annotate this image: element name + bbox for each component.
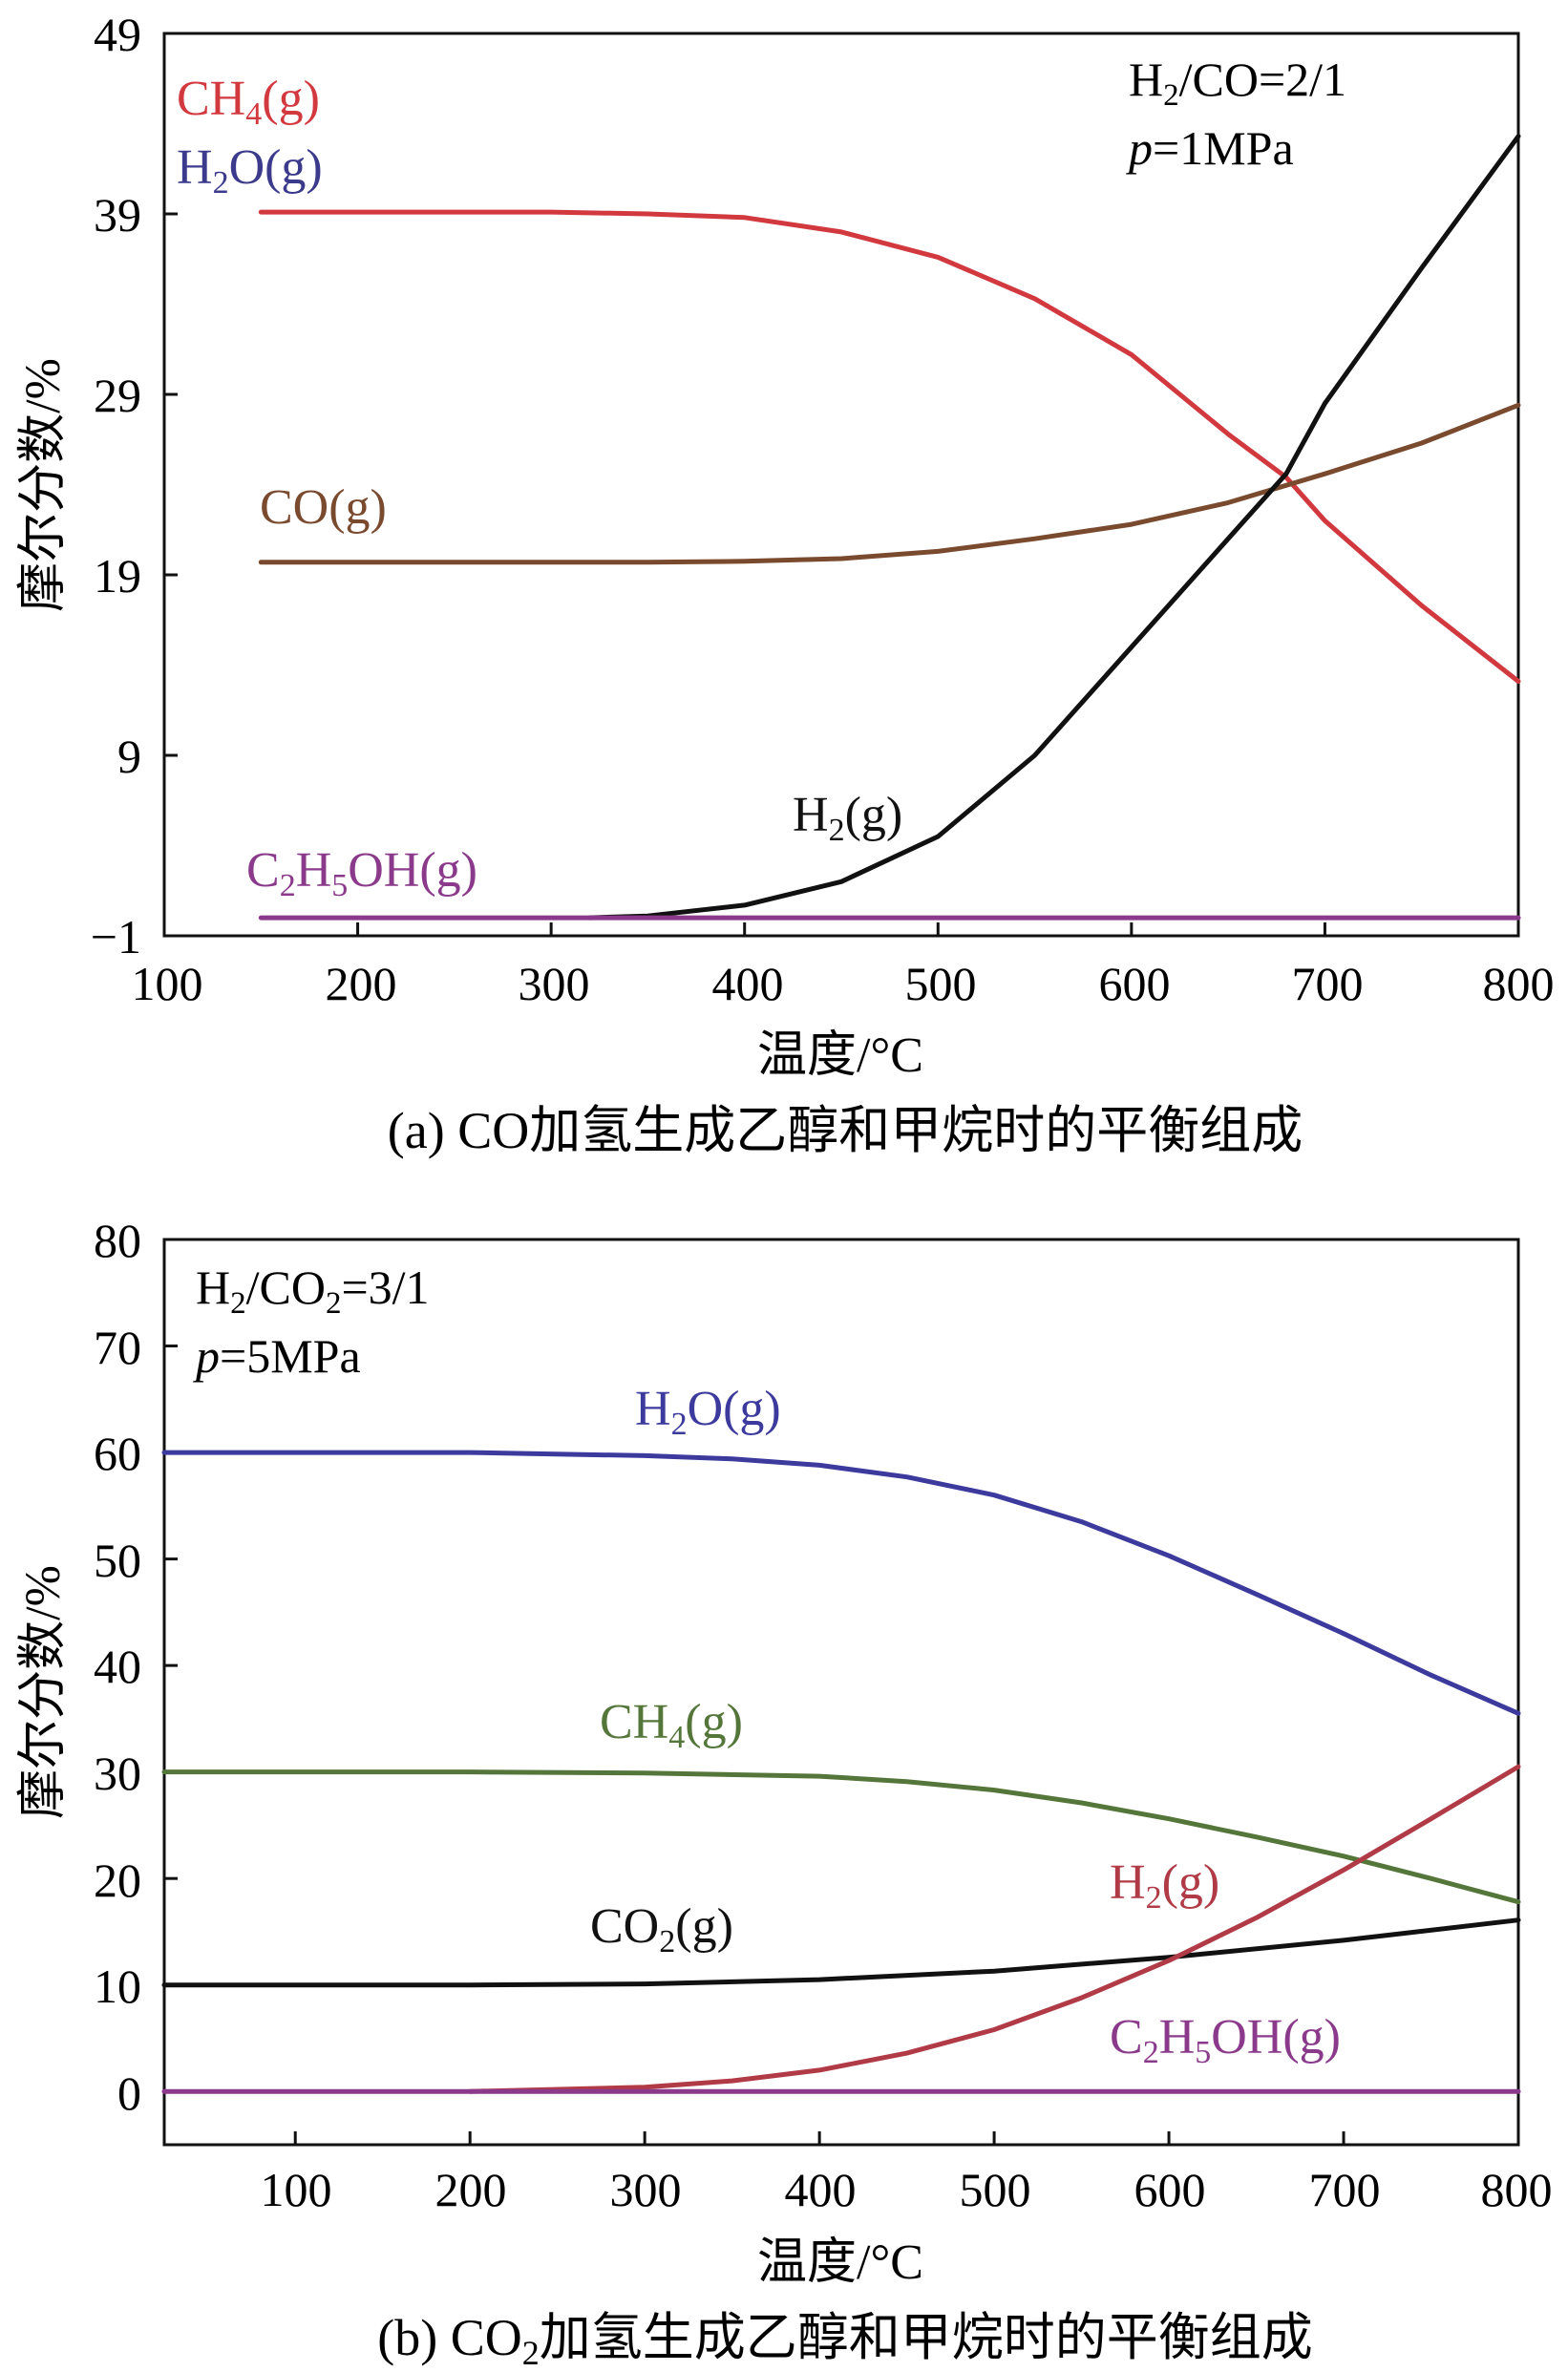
chart-b-ytick-label: 10 <box>94 1959 141 2013</box>
chart-a-xtick-label: 200 <box>326 957 397 1010</box>
chart-b-xtick-label: 700 <box>1309 2163 1381 2216</box>
chart-a: 49 39 29 19 9 −1 100 200 300 400 500 600… <box>16 8 1555 1083</box>
chart-b-ytick-label: 80 <box>94 1214 141 1267</box>
chart-b-xtick-label: 800 <box>1481 2163 1553 2216</box>
chart-b-ytick-label: 40 <box>94 1640 141 1693</box>
chart-b: 80 70 60 50 40 30 20 10 0 100 200 300 40… <box>16 1214 1553 2290</box>
chart-b-series-h2og <box>161 1450 1521 1716</box>
chart-a-xtick-label: 700 <box>1292 957 1364 1010</box>
chart-b-ytick-label: 20 <box>94 1853 141 1907</box>
chart-a-plot-area <box>162 32 1520 938</box>
chart-a-ytick-label: 19 <box>94 549 141 603</box>
chart-b-xtick-label: 600 <box>1134 2163 1206 2216</box>
chart-a-label-h2o: H2O(g) <box>177 140 323 201</box>
chart-b-condition-ratio: H2/CO2=3/1 <box>196 1260 430 1321</box>
chart-b-xtick-label: 100 <box>261 2163 332 2216</box>
chart-b-plot-area <box>162 1238 1520 2147</box>
chart-b-ytick-label: 70 <box>94 1321 141 1374</box>
chart-a-ytick-label: 9 <box>117 730 141 783</box>
chart-b-series <box>161 1450 1521 2094</box>
chart-a-ytick-label: 29 <box>94 369 141 422</box>
chart-b-xtick-label: 500 <box>960 2163 1031 2216</box>
chart-a-ytick-label: −1 <box>91 910 141 964</box>
chart-a-label-c2h5oh: C2H5OH(g) <box>246 843 477 903</box>
chart-a-condition-ratio: H2/CO=2/1 <box>1129 53 1346 113</box>
chart-b-caption: (b) CO2加氢生成乙醇和甲烷时的平衡组成 <box>377 2309 1312 2372</box>
chart-a-ticks <box>164 212 1326 936</box>
chart-a-series-ch4g <box>258 209 1521 684</box>
chart-b-ytick-label: 50 <box>94 1534 141 1587</box>
chart-a-xtick-label: 300 <box>519 957 590 1010</box>
chart-a-series-cog <box>258 402 1521 565</box>
chart-b-label-co2: CO2(g) <box>590 1899 733 1959</box>
chart-a-xtick-label: 500 <box>905 957 977 1010</box>
chart-b-xtick-label: 300 <box>610 2163 682 2216</box>
chart-a-label-h2: H2(g) <box>793 788 902 848</box>
chart-a-ytick-label: 49 <box>94 8 141 61</box>
chart-a-label-ch4: CH4(g) <box>177 72 320 132</box>
chart-b-y-axis-title: 摩尔分数/% <box>16 1565 71 1819</box>
chart-b-ytick-label: 0 <box>117 2066 141 2120</box>
chart-b-label-h2o: H2O(g) <box>635 1382 781 1442</box>
chart-b-x-axis-title: 温度/°C <box>757 2235 923 2290</box>
chart-a-caption: (a) CO加氢生成乙醇和甲烷时的平衡组成 <box>388 1102 1303 1159</box>
chart-b-ytick-label: 30 <box>94 1747 141 1800</box>
chart-b-condition-pressure: p=5MPa <box>193 1329 361 1383</box>
chart-a-y-axis-title: 摩尔分数/% <box>16 358 71 612</box>
chart-b-label-c2h5oh: C2H5OH(g) <box>1110 2010 1341 2070</box>
chart-a-condition-pressure: p=1MPa <box>1126 121 1294 175</box>
chart-a-series-h2g <box>587 134 1521 921</box>
chart-a-ytick-label: 39 <box>94 188 141 242</box>
chart-a-series <box>258 134 1521 921</box>
chart-b-label-ch4: CH4(g) <box>600 1695 743 1755</box>
chart-a-xtick-label: 100 <box>132 957 203 1010</box>
chart-a-xtick-label: 800 <box>1483 957 1555 1010</box>
chart-a-x-axis-title: 温度/°C <box>757 1028 923 1083</box>
chart-b-series-ch4g <box>161 1769 1521 1905</box>
chart-b-xtick-label: 200 <box>435 2163 507 2216</box>
chart-a-label-co: CO(g) <box>260 480 387 535</box>
chart-b-xtick-label: 400 <box>785 2163 857 2216</box>
chart-a-xtick-label: 400 <box>712 957 784 1010</box>
chart-b-label-h2: H2(g) <box>1110 1855 1219 1916</box>
chart-b-series-h2g <box>467 1764 1521 2094</box>
chart-b-ytick-label: 60 <box>94 1427 141 1480</box>
chart-b-series-co2g <box>161 1917 1521 1988</box>
chart-a-xtick-label: 600 <box>1099 957 1171 1010</box>
